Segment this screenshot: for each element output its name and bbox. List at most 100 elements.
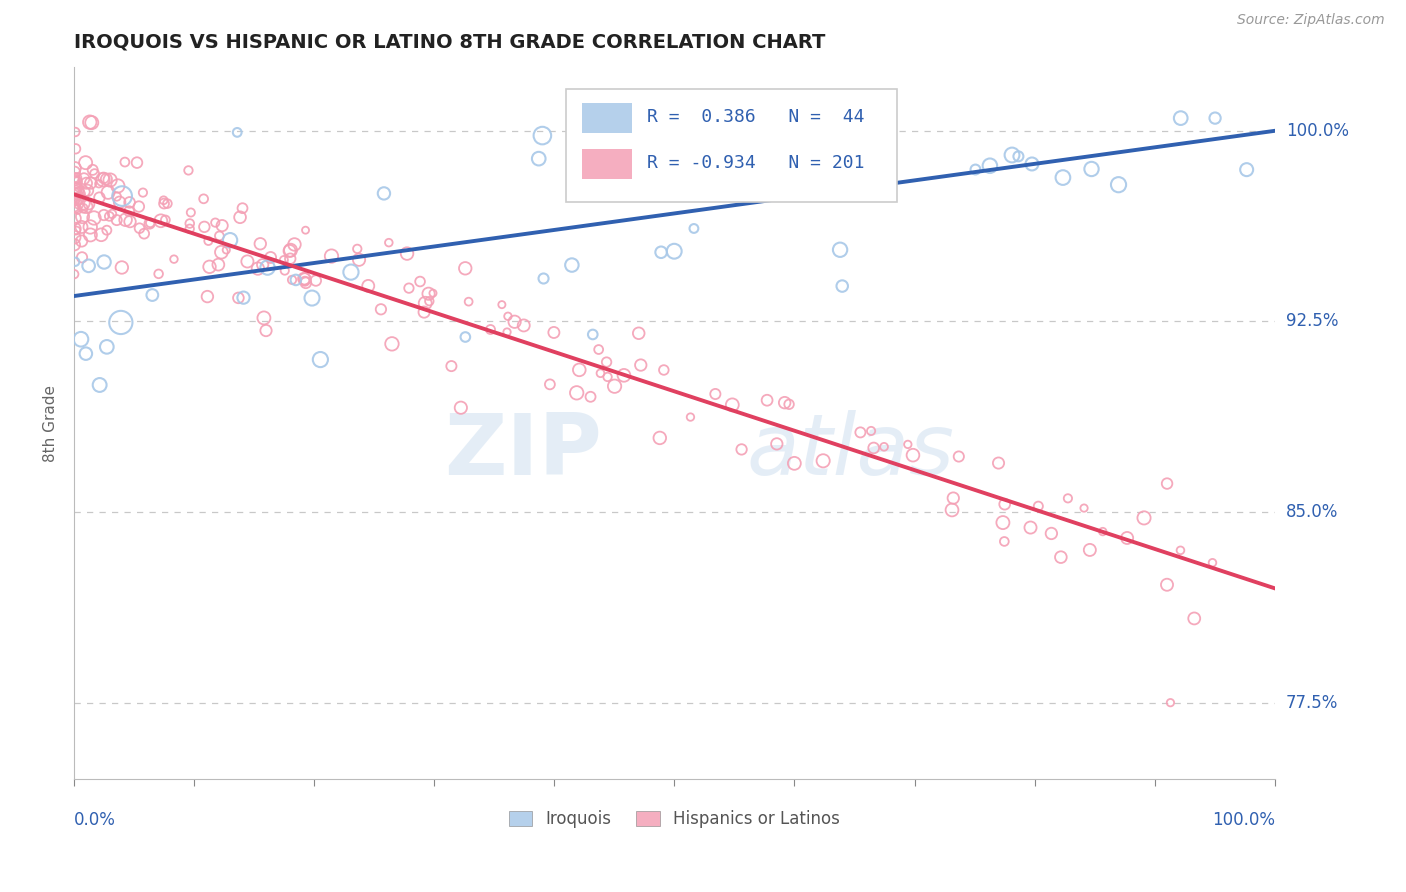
Point [565,385,588,400]
Point [79,176,101,190]
Point [321,249,343,263]
Point [63,194,86,208]
Point [73,171,96,186]
Point [128,221,150,235]
Point [63,181,86,195]
Point [63,165,86,179]
Point [994,497,1017,511]
Point [91,172,114,186]
Point [418,294,440,309]
Text: 100.0%: 100.0% [1212,811,1275,829]
Point [398,281,420,295]
Point [72,210,94,224]
Point [409,275,432,289]
Point [579,390,602,404]
Point [111,189,134,203]
Point [228,291,250,305]
Point [65,192,87,206]
Point [1078,543,1101,558]
Point [96,340,118,354]
Point [65,125,87,139]
Point [396,246,419,260]
Point [292,271,315,285]
Point [118,204,141,219]
Point [72,196,94,211]
Point [232,291,254,305]
Point [347,252,370,267]
Point [105,213,128,227]
Point [180,205,202,219]
Point [513,318,536,333]
Point [543,326,565,340]
Point [479,322,502,336]
Point [256,260,278,275]
Point [281,273,304,287]
Point [141,288,163,302]
Point [75,200,97,214]
Point [627,326,650,341]
Point [76,176,98,190]
Point [897,437,920,451]
Point [1019,520,1042,534]
Point [849,425,872,440]
Point [65,223,87,237]
Point [90,227,112,242]
Point [65,142,87,156]
Point [295,276,318,290]
Point [603,379,626,393]
Point [283,237,305,252]
Point [1001,148,1024,162]
Point [413,305,436,319]
Point [1091,524,1114,539]
Point [77,259,100,273]
Point [63,186,86,201]
Point [98,210,121,224]
Point [149,214,172,228]
Point [63,237,86,252]
Point [219,233,242,247]
Point [877,118,900,132]
Text: ZIP: ZIP [444,410,602,493]
Point [527,152,550,166]
Point [294,272,316,286]
Point [340,265,363,279]
Point [533,271,555,285]
Point [65,254,87,268]
Point [96,223,118,237]
Point [229,211,252,225]
Point [87,177,110,191]
Point [305,274,328,288]
Point [783,456,806,470]
Point [979,159,1001,173]
Point [105,189,128,203]
Point [721,398,744,412]
Point [114,155,136,169]
Point [98,173,121,187]
Point [79,115,101,129]
Point [683,153,706,168]
Point [63,267,86,281]
Point [110,316,132,330]
Point [948,450,970,464]
Point [873,440,896,454]
Text: Source: ZipAtlas.com: Source: ZipAtlas.com [1237,13,1385,28]
Point [301,291,323,305]
Text: IROQUOIS VS HISPANIC OR LATINO 8TH GRADE CORRELATION CHART: IROQUOIS VS HISPANIC OR LATINO 8TH GRADE… [75,33,825,52]
Point [582,327,605,342]
Point [207,258,229,272]
FancyBboxPatch shape [567,88,897,202]
Point [284,273,307,287]
Point [63,200,86,214]
Point [236,254,259,268]
Point [111,260,134,275]
Point [766,437,789,451]
Point [249,236,271,251]
Point [728,140,751,154]
Point [128,200,150,214]
Point [198,260,221,274]
Point [278,244,301,258]
Point [413,296,436,310]
Point [156,196,179,211]
Point [1021,157,1043,171]
Point [568,363,591,377]
